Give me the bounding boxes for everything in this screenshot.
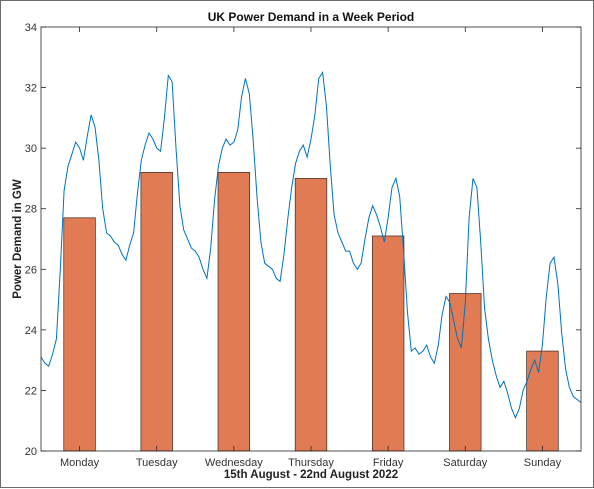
y-tick-label: 22 [25,385,37,397]
chart-title: UK Power Demand in a Week Period [208,10,415,24]
y-axis-label: Power Demand in GW [12,179,24,299]
x-tick-label-tuesday: Tuesday [136,457,178,469]
x-tick-label-wednesday: Wednesday [205,457,263,469]
bar-sunday [526,350,559,452]
bar-monday [63,217,96,452]
x-tick-label-monday: Monday [60,457,100,469]
bar-tuesday [140,172,173,452]
x-tick-label-saturday: Saturday [443,457,488,469]
y-tick-label: 24 [25,325,37,337]
y-tick-label: 30 [25,143,37,155]
x-tick-label-sunday: Sunday [524,457,562,469]
y-tick-label: 34 [25,22,37,34]
bar-saturday [449,293,482,452]
y-tick-label: 26 [25,264,37,276]
demand-line-series [40,70,582,419]
bar-thursday [294,178,328,452]
bar-friday [371,235,405,452]
x-axis-label: 15th August - 22nd August 2022 [224,469,398,481]
x-tick-label-thursday: Thursday [288,457,334,469]
y-tick-label: 20 [25,446,37,458]
y-tick-label: 32 [25,83,37,95]
bar-wednesday [217,172,251,452]
y-tick-label: 28 [25,204,37,216]
x-tick-label-friday: Friday [373,457,404,469]
